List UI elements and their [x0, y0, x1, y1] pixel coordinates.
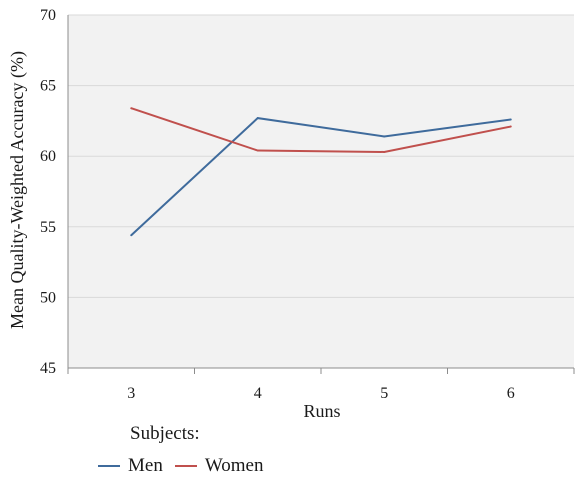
y-tick-70: 70 [40, 7, 56, 24]
legend-swatch-men [98, 465, 120, 467]
series-line-men [130, 117, 511, 237]
gridlines [68, 14, 574, 298]
x-tick-6: 6 [507, 385, 515, 402]
legend-item-men: Men [98, 455, 163, 477]
data-point-men [130, 234, 133, 237]
legend-title: Subjects: [130, 423, 200, 444]
data-point-women [130, 107, 133, 110]
data-point-men [383, 135, 386, 138]
data-point-men [509, 118, 512, 121]
x-tick-5: 5 [380, 385, 388, 402]
series-line-women [130, 107, 511, 153]
x-axis-label: Runs [303, 401, 340, 420]
legend-label-men: Men [128, 455, 163, 476]
data-point-women [383, 150, 386, 153]
data-point-women [256, 149, 259, 152]
legend: Men Women [98, 455, 275, 477]
y-tick-labels: 45 50 55 60 65 70 [40, 7, 56, 377]
x-tick-4: 4 [254, 385, 262, 402]
y-tick-60: 60 [40, 148, 56, 165]
y-tick-45: 45 [40, 360, 56, 377]
legend-swatch-women [174, 465, 197, 467]
y-tick-55: 55 [40, 219, 56, 236]
legend-label-women: Women [204, 455, 264, 476]
x-tick-labels: 3 4 5 6 [127, 385, 515, 402]
data-point-women [509, 125, 512, 128]
axes [67, 15, 575, 374]
y-tick-50: 50 [40, 289, 56, 306]
y-tick-65: 65 [40, 78, 56, 95]
plot-area [68, 15, 574, 368]
y-axis-label: Mean Quality-Weighted Accuracy (%) [7, 51, 28, 329]
data-point-men [256, 117, 259, 120]
legend-item-women: Women [174, 455, 264, 477]
series-lines [130, 107, 512, 237]
x-tick-3: 3 [127, 385, 135, 402]
